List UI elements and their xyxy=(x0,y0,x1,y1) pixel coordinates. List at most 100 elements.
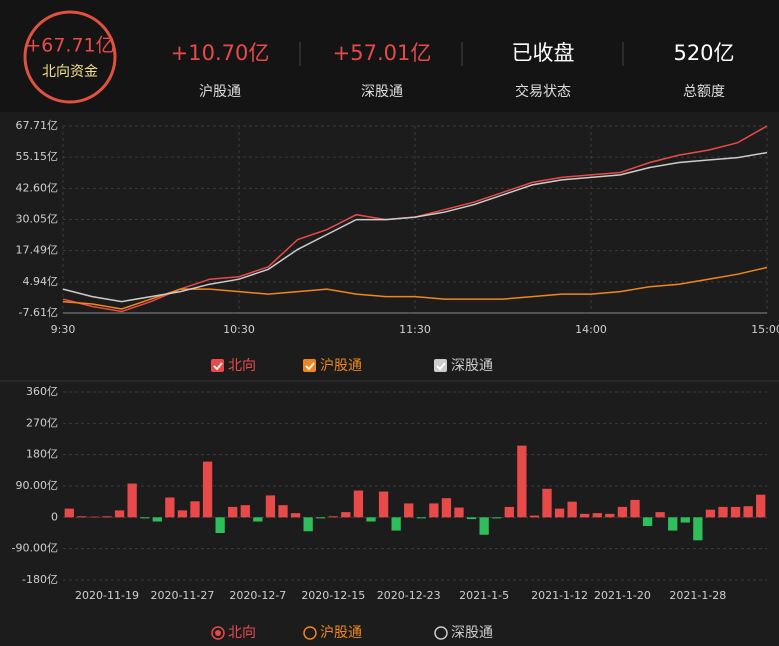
x-tick-label: 15:00 xyxy=(751,323,779,336)
bar xyxy=(265,495,276,518)
bar xyxy=(114,510,125,518)
bar xyxy=(303,517,313,532)
bar xyxy=(278,505,288,518)
legend-check xyxy=(436,362,446,371)
x-tick-label: 9:30 xyxy=(51,323,76,336)
legend-checkbox[interactable] xyxy=(434,359,447,372)
bar xyxy=(228,506,238,518)
bar xyxy=(240,505,250,518)
y-tick-label: 180亿 xyxy=(26,448,58,461)
bar xyxy=(517,445,527,518)
stat-label: 沪股通 xyxy=(199,84,241,100)
bar xyxy=(542,488,552,518)
legend-check xyxy=(213,362,223,371)
y-tick-label: 42.60亿 xyxy=(16,181,59,194)
legend-dot[interactable] xyxy=(434,626,448,640)
y-tick-label: 270亿 xyxy=(26,416,58,429)
main-label: 北向资金 xyxy=(42,64,98,80)
y-tick-label: -7.61亿 xyxy=(19,306,58,319)
bar xyxy=(655,512,665,518)
legend-dot-fill xyxy=(215,630,221,636)
bar xyxy=(567,501,577,518)
bar xyxy=(353,490,364,518)
bar xyxy=(215,517,225,533)
bar xyxy=(592,513,602,518)
bar xyxy=(89,516,100,518)
bar xyxy=(668,517,678,531)
bar xyxy=(617,506,628,518)
x-tick-label: 2021-1-5 xyxy=(459,589,509,602)
bar xyxy=(680,517,690,523)
bar xyxy=(730,506,741,518)
y-tick-label: -90.00亿 xyxy=(12,542,58,555)
stat-label: 总额度 xyxy=(683,84,725,100)
bar xyxy=(328,516,338,518)
legend-checkbox[interactable] xyxy=(211,359,224,372)
legend-label[interactable]: 北向 xyxy=(228,358,256,374)
bar xyxy=(378,491,389,518)
bar xyxy=(454,507,464,518)
stat-value: 已收盘 xyxy=(512,41,575,65)
bar xyxy=(580,513,590,518)
bar xyxy=(441,498,452,518)
main-ring xyxy=(23,10,117,104)
y-tick-label: 4.94亿 xyxy=(23,275,59,288)
legend-label[interactable]: 沪股通 xyxy=(320,358,362,374)
bar xyxy=(202,461,213,518)
bar xyxy=(705,509,716,518)
y-tick-label: 0 xyxy=(51,510,58,523)
y-tick-label: 67.71亿 xyxy=(16,119,59,132)
bar xyxy=(290,513,301,518)
bar xyxy=(77,516,87,518)
bar xyxy=(630,499,640,518)
legend-checkbox[interactable] xyxy=(303,359,316,372)
stat-value: +57.01亿 xyxy=(333,41,432,65)
bar xyxy=(492,517,502,519)
x-tick-label: 2020-12-7 xyxy=(229,589,286,602)
bar xyxy=(605,513,615,518)
legend-dot[interactable] xyxy=(303,626,317,640)
bar xyxy=(466,517,477,520)
bar xyxy=(391,517,401,531)
y-tick-label: 90.00亿 xyxy=(16,479,59,492)
bar xyxy=(177,510,188,518)
bar xyxy=(756,494,766,518)
bar xyxy=(504,506,514,518)
series-line xyxy=(62,151,768,303)
bar xyxy=(693,517,703,541)
legend-label[interactable]: 深股通 xyxy=(451,625,493,641)
x-tick-label: 2020-12-15 xyxy=(301,589,365,602)
bar xyxy=(102,516,112,518)
bar xyxy=(404,503,414,518)
series-line xyxy=(62,266,768,310)
legend-label[interactable]: 深股通 xyxy=(451,358,493,374)
bar xyxy=(316,517,326,519)
stat-value: +10.70亿 xyxy=(171,41,270,65)
bar xyxy=(366,517,376,522)
x-tick-label: 2020-11-27 xyxy=(150,589,214,602)
y-tick-label: 17.49亿 xyxy=(16,244,59,257)
legend-label[interactable]: 北向 xyxy=(228,625,256,641)
y-tick-label: -180亿 xyxy=(22,573,58,586)
y-tick-label: 55.15亿 xyxy=(16,150,59,163)
x-tick-label: 2020-11-19 xyxy=(75,589,139,602)
bar xyxy=(165,497,175,518)
bar xyxy=(64,508,74,518)
x-tick-label: 2021-1-28 xyxy=(669,589,726,602)
bar xyxy=(642,517,653,527)
bar xyxy=(127,483,137,518)
x-tick-label: 11:30 xyxy=(399,323,431,336)
y-tick-label: 30.05亿 xyxy=(16,213,59,226)
bar xyxy=(416,517,426,519)
header-bg xyxy=(0,0,779,112)
legend-check xyxy=(305,362,315,371)
legend-dot[interactable] xyxy=(211,626,225,640)
x-tick-label: 2020-12-23 xyxy=(377,589,441,602)
bar xyxy=(140,517,150,519)
bar xyxy=(253,517,263,522)
bar xyxy=(479,517,489,535)
bar xyxy=(152,517,162,522)
y-tick-label: 360亿 xyxy=(26,385,58,398)
legend-label[interactable]: 沪股通 xyxy=(320,625,362,641)
